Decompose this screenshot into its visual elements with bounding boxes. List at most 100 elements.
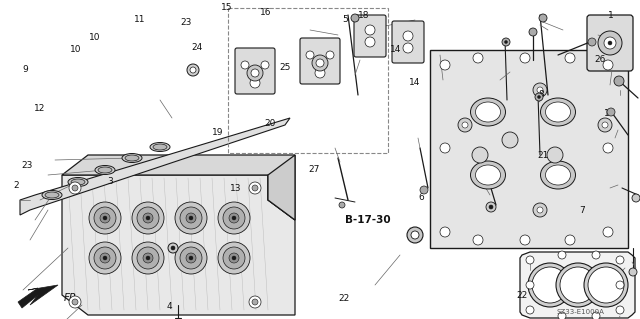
Text: 13: 13 — [230, 184, 241, 193]
Circle shape — [252, 185, 258, 191]
Polygon shape — [18, 285, 58, 308]
Circle shape — [72, 299, 78, 305]
Circle shape — [526, 306, 534, 314]
Circle shape — [502, 132, 518, 148]
Circle shape — [632, 194, 640, 202]
Ellipse shape — [153, 144, 167, 150]
Text: 5: 5 — [343, 15, 348, 24]
Circle shape — [472, 147, 488, 163]
Text: FR.: FR. — [64, 293, 80, 303]
Circle shape — [533, 83, 547, 97]
Text: 16: 16 — [260, 8, 271, 17]
Text: 21: 21 — [537, 151, 548, 160]
Text: 17: 17 — [604, 109, 615, 118]
Circle shape — [584, 263, 628, 307]
Circle shape — [316, 59, 324, 67]
Circle shape — [565, 235, 575, 245]
Text: 20: 20 — [264, 119, 276, 128]
Text: 27: 27 — [308, 165, 319, 174]
Circle shape — [223, 247, 245, 269]
Circle shape — [247, 65, 263, 81]
Text: 7: 7 — [580, 206, 585, 215]
Text: 6: 6 — [419, 193, 424, 202]
Circle shape — [462, 122, 468, 128]
Circle shape — [407, 227, 423, 243]
Circle shape — [603, 227, 613, 237]
Circle shape — [143, 253, 153, 263]
Circle shape — [440, 227, 450, 237]
Circle shape — [69, 296, 81, 308]
Circle shape — [602, 122, 608, 128]
Circle shape — [261, 61, 269, 69]
Circle shape — [538, 95, 541, 99]
Circle shape — [72, 185, 78, 191]
Text: 25: 25 — [279, 63, 291, 72]
Circle shape — [616, 256, 624, 264]
Circle shape — [171, 246, 175, 250]
Text: 10: 10 — [70, 45, 81, 54]
Ellipse shape — [470, 161, 506, 189]
Circle shape — [351, 14, 359, 22]
Circle shape — [608, 41, 612, 45]
Ellipse shape — [98, 167, 112, 173]
Text: 23: 23 — [21, 161, 33, 170]
Circle shape — [315, 68, 325, 78]
Circle shape — [547, 147, 563, 163]
Text: 22: 22 — [339, 294, 350, 303]
Text: 14: 14 — [409, 78, 420, 87]
Circle shape — [604, 37, 616, 49]
Text: 12: 12 — [34, 104, 45, 113]
Circle shape — [526, 256, 534, 264]
Circle shape — [232, 216, 236, 220]
Circle shape — [132, 242, 164, 274]
Circle shape — [180, 247, 202, 269]
Ellipse shape — [476, 165, 500, 185]
Circle shape — [103, 256, 107, 260]
Text: 14: 14 — [390, 45, 401, 54]
Circle shape — [565, 53, 575, 63]
Circle shape — [175, 202, 207, 234]
Polygon shape — [520, 252, 635, 318]
Ellipse shape — [470, 98, 506, 126]
Text: 18: 18 — [358, 11, 369, 20]
Circle shape — [229, 253, 239, 263]
Circle shape — [187, 64, 199, 76]
Polygon shape — [62, 175, 295, 315]
Circle shape — [250, 78, 260, 88]
Circle shape — [168, 243, 178, 253]
Circle shape — [89, 242, 121, 274]
Circle shape — [143, 213, 153, 223]
Text: 24: 24 — [191, 43, 203, 52]
FancyBboxPatch shape — [354, 15, 386, 57]
Circle shape — [252, 299, 258, 305]
Circle shape — [558, 312, 566, 319]
Circle shape — [588, 38, 596, 46]
Ellipse shape — [476, 102, 500, 122]
Circle shape — [100, 213, 110, 223]
Circle shape — [592, 251, 600, 259]
Text: 26: 26 — [595, 56, 606, 64]
Circle shape — [532, 267, 568, 303]
Circle shape — [537, 87, 543, 93]
Circle shape — [232, 256, 236, 260]
Circle shape — [403, 31, 413, 41]
Circle shape — [520, 53, 530, 63]
Circle shape — [365, 25, 375, 35]
Circle shape — [249, 182, 261, 194]
Text: 19: 19 — [212, 128, 223, 137]
Circle shape — [146, 256, 150, 260]
Circle shape — [616, 306, 624, 314]
Circle shape — [592, 312, 600, 319]
Circle shape — [528, 263, 572, 307]
Circle shape — [502, 38, 510, 46]
Circle shape — [69, 182, 81, 194]
Circle shape — [241, 61, 249, 69]
Text: 9: 9 — [23, 65, 28, 74]
Ellipse shape — [545, 165, 570, 185]
Circle shape — [137, 247, 159, 269]
Circle shape — [180, 207, 202, 229]
Circle shape — [537, 207, 543, 213]
Text: 23: 23 — [180, 19, 191, 27]
Circle shape — [186, 253, 196, 263]
Circle shape — [249, 296, 261, 308]
